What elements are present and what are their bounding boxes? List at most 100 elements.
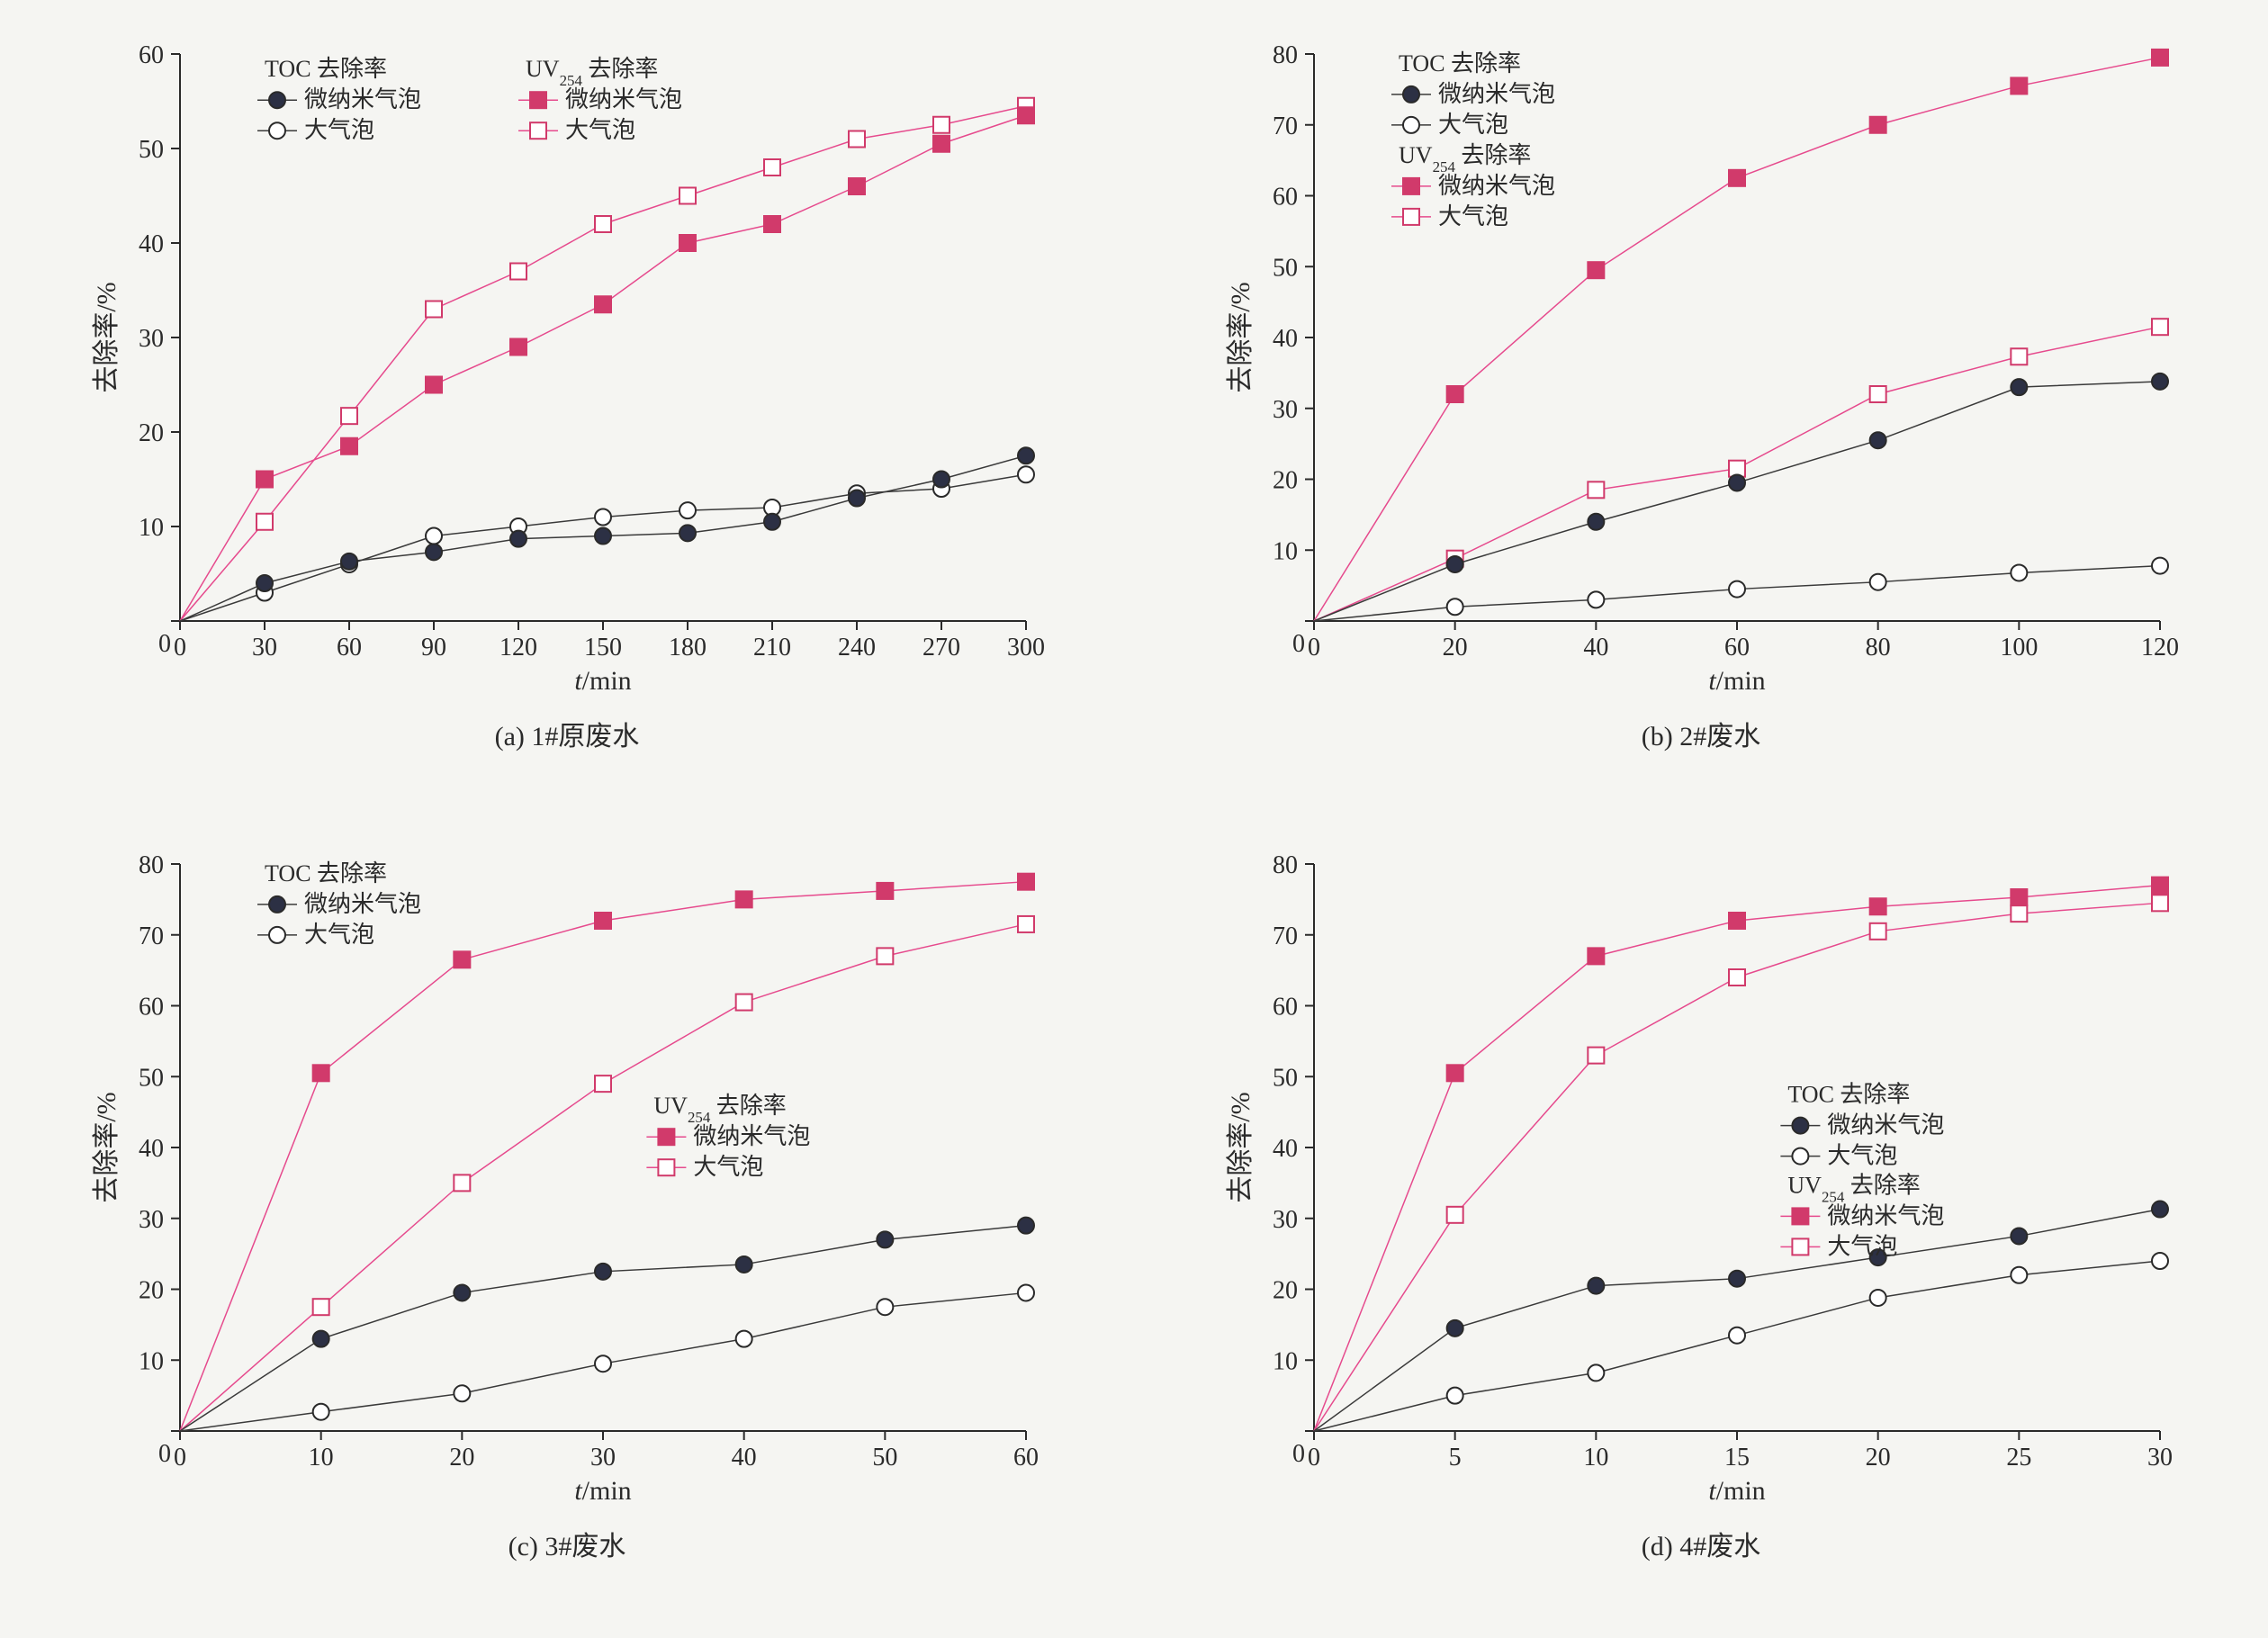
svg-text:TOC 去除率: TOC 去除率	[1787, 1082, 1910, 1108]
svg-text:20: 20	[1273, 1277, 1298, 1305]
svg-text:0: 0	[1292, 630, 1305, 658]
svg-text:210: 210	[753, 634, 791, 662]
svg-text:60: 60	[1273, 184, 1298, 212]
svg-text:微纳米气泡: 微纳米气泡	[565, 86, 682, 112]
svg-text:10: 10	[309, 1444, 334, 1472]
svg-text:90: 90	[421, 634, 446, 662]
svg-text:去除率/%: 去除率/%	[1226, 282, 1256, 392]
svg-text:大气泡: 大气泡	[1827, 1233, 1897, 1259]
svg-text:60: 60	[1273, 994, 1298, 1022]
svg-text:微纳米气泡: 微纳米气泡	[1827, 1202, 1944, 1228]
svg-text:40: 40	[1273, 325, 1298, 353]
svg-text:0: 0	[1292, 1440, 1305, 1468]
svg-text:30: 30	[1273, 1206, 1298, 1234]
svg-text:80: 80	[139, 851, 164, 879]
svg-text:t/min: t/min	[574, 666, 631, 696]
svg-text:50: 50	[1273, 1064, 1298, 1092]
svg-text:20: 20	[449, 1444, 474, 1472]
svg-text:大气泡: 大气泡	[693, 1154, 763, 1180]
svg-text:大气泡: 大气泡	[304, 922, 374, 948]
svg-text:150: 150	[584, 634, 622, 662]
svg-text:20: 20	[1443, 634, 1468, 662]
svg-text:30: 30	[2147, 1444, 2173, 1472]
caption-d: (d) 4#废水	[1642, 1524, 1760, 1563]
svg-text:40: 40	[732, 1444, 757, 1472]
svg-text:微纳米气泡: 微纳米气泡	[693, 1123, 810, 1149]
svg-text:去除率/%: 去除率/%	[92, 282, 122, 392]
svg-text:60: 60	[1013, 1444, 1039, 1472]
chart-grid: 0306090120150180210240270300102030405060…	[54, 36, 2214, 1602]
svg-text:TOC 去除率: TOC 去除率	[1399, 50, 1521, 76]
svg-text:10: 10	[139, 514, 164, 542]
svg-text:70: 70	[1273, 112, 1298, 140]
svg-text:大气泡: 大气泡	[1438, 203, 1508, 230]
svg-text:80: 80	[1273, 851, 1298, 879]
svg-text:20: 20	[1273, 467, 1298, 495]
svg-text:10: 10	[1583, 1444, 1608, 1472]
panel-c: 010203040506010203040506070800t/min去除率/%…	[54, 846, 1080, 1602]
svg-text:30: 30	[252, 634, 277, 662]
svg-text:0: 0	[158, 630, 171, 658]
svg-text:40: 40	[1273, 1135, 1298, 1163]
caption-a: (a) 1#原废水	[495, 714, 640, 753]
panel-a: 0306090120150180210240270300102030405060…	[54, 36, 1080, 792]
svg-text:20: 20	[1866, 1444, 1891, 1472]
svg-text:微纳米气泡: 微纳米气泡	[304, 86, 421, 112]
svg-text:270: 270	[922, 634, 960, 662]
svg-text:10: 10	[1273, 537, 1298, 565]
svg-text:去除率/%: 去除率/%	[1226, 1092, 1256, 1202]
svg-text:70: 70	[1273, 922, 1298, 950]
svg-text:30: 30	[590, 1444, 616, 1472]
svg-text:50: 50	[872, 1444, 897, 1472]
svg-text:60: 60	[337, 634, 362, 662]
svg-text:微纳米气泡: 微纳米气泡	[1827, 1112, 1944, 1138]
chart-b: 0 20 40 60 80 100 120 10 20 30 40 50 60 70 80 0 t/min 去除率…	[1215, 36, 2187, 702]
svg-text:20: 20	[139, 419, 164, 447]
caption-b: (b) 2#废水	[1642, 714, 1760, 753]
svg-text:20: 20	[139, 1277, 164, 1305]
svg-text:10: 10	[139, 1347, 164, 1375]
caption-c: (c) 3#废水	[508, 1524, 626, 1563]
svg-text:80: 80	[1866, 634, 1891, 662]
svg-text:0: 0	[158, 1440, 171, 1468]
svg-text:去除率/%: 去除率/%	[92, 1092, 122, 1202]
svg-text:60: 60	[139, 41, 164, 69]
svg-text:120: 120	[2141, 634, 2179, 662]
svg-text:240: 240	[838, 634, 876, 662]
svg-text:TOC 去除率: TOC 去除率	[265, 860, 387, 886]
svg-text:30: 30	[1273, 396, 1298, 424]
svg-text:40: 40	[139, 230, 164, 258]
svg-text:30: 30	[139, 1206, 164, 1234]
svg-text:50: 50	[1273, 254, 1298, 282]
svg-text:10: 10	[1273, 1347, 1298, 1375]
chart-a: 0306090120150180210240270300102030405060…	[81, 36, 1053, 702]
svg-text:0: 0	[174, 1444, 186, 1472]
svg-text:0: 0	[174, 634, 186, 662]
svg-text:25: 25	[2006, 1444, 2031, 1472]
svg-text:70: 70	[139, 922, 164, 950]
svg-text:180: 180	[669, 634, 706, 662]
svg-text:0: 0	[1308, 634, 1320, 662]
svg-text:5: 5	[1449, 1444, 1462, 1472]
svg-text:100: 100	[2000, 634, 2038, 662]
svg-text:t/min: t/min	[1708, 1476, 1765, 1506]
svg-text:大气泡: 大气泡	[1827, 1143, 1897, 1169]
svg-text:80: 80	[1273, 41, 1298, 69]
svg-text:大气泡: 大气泡	[565, 117, 635, 143]
svg-text:大气泡: 大气泡	[1438, 112, 1508, 138]
svg-text:0: 0	[1308, 1444, 1320, 1472]
svg-text:t/min: t/min	[1708, 666, 1765, 696]
panel-d: 0 5 10 15 20 25 30 10 20 30 40 50 60 70 80 0 t/min 去除率/% T…	[1188, 846, 2214, 1602]
svg-text:120: 120	[500, 634, 537, 662]
svg-text:微纳米气泡: 微纳米气泡	[1438, 173, 1555, 199]
svg-text:30: 30	[139, 325, 164, 353]
svg-text:TOC 去除率: TOC 去除率	[265, 56, 387, 82]
svg-text:50: 50	[139, 1064, 164, 1092]
svg-text:微纳米气泡: 微纳米气泡	[1438, 81, 1555, 107]
svg-text:60: 60	[1724, 634, 1750, 662]
svg-text:40: 40	[1583, 634, 1608, 662]
chart-d: 0 5 10 15 20 25 30 10 20 30 40 50 60 70 80 0 t/min 去除率/% T…	[1215, 846, 2187, 1512]
svg-text:15: 15	[1724, 1444, 1750, 1472]
svg-text:40: 40	[139, 1135, 164, 1163]
svg-text:t/min: t/min	[574, 1476, 631, 1506]
